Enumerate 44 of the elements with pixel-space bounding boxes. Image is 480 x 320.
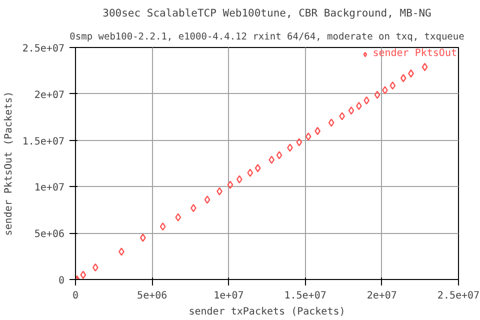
point (247, 168, 254, 177)
x-tick-label: 5e+06 (137, 290, 168, 302)
y-axis-title: sender PktsOut (Packets) (3, 91, 14, 236)
point (296, 138, 302, 146)
point (348, 106, 354, 115)
point (175, 213, 182, 222)
point (328, 118, 334, 127)
point (356, 102, 362, 110)
y-tick-label: 1.5e+07 (22, 136, 65, 148)
chart-title: 300sec ScalableTCP Web100tune, CBR Background, MB-NG (102, 8, 432, 20)
point (118, 248, 124, 256)
y-tick-label: 2.5e+07 (22, 44, 65, 54)
y-tick-label: 2e+07 (34, 90, 65, 101)
y-tick-label: 5e+06 (34, 229, 65, 240)
point (268, 156, 275, 164)
point (204, 196, 210, 204)
x-tick-label: 2e+07 (366, 290, 397, 302)
x-tick-label: 1e+07 (214, 290, 244, 302)
point (92, 263, 98, 272)
point (305, 132, 312, 141)
y-tick-label: 1e+07 (34, 182, 65, 194)
point (390, 81, 396, 90)
point (339, 112, 345, 120)
point (140, 234, 146, 242)
point (276, 151, 282, 160)
point (254, 164, 261, 172)
y-tick-label: 0 (58, 276, 65, 286)
x-tick-label: 0 (72, 290, 79, 302)
point (374, 90, 380, 99)
point (227, 180, 234, 189)
point (364, 96, 370, 104)
point (400, 74, 406, 82)
x-tick-label: 2.5e+07 (437, 290, 480, 302)
legend-label: sender PktsOut (372, 48, 457, 59)
point (216, 187, 222, 196)
x-tick-label: 1.5e+07 (284, 290, 326, 302)
point (80, 270, 86, 279)
x-axis-title: sender txPackets (Packets) (188, 306, 346, 318)
point (287, 144, 293, 152)
point (382, 86, 388, 94)
point (422, 62, 428, 72)
point (236, 175, 242, 184)
chart-subtitle: 0smp web100-2.2.1, e1000-4.4.12 rxint 64/64, moderate on txq, txqueue (70, 32, 465, 42)
point (160, 222, 166, 231)
